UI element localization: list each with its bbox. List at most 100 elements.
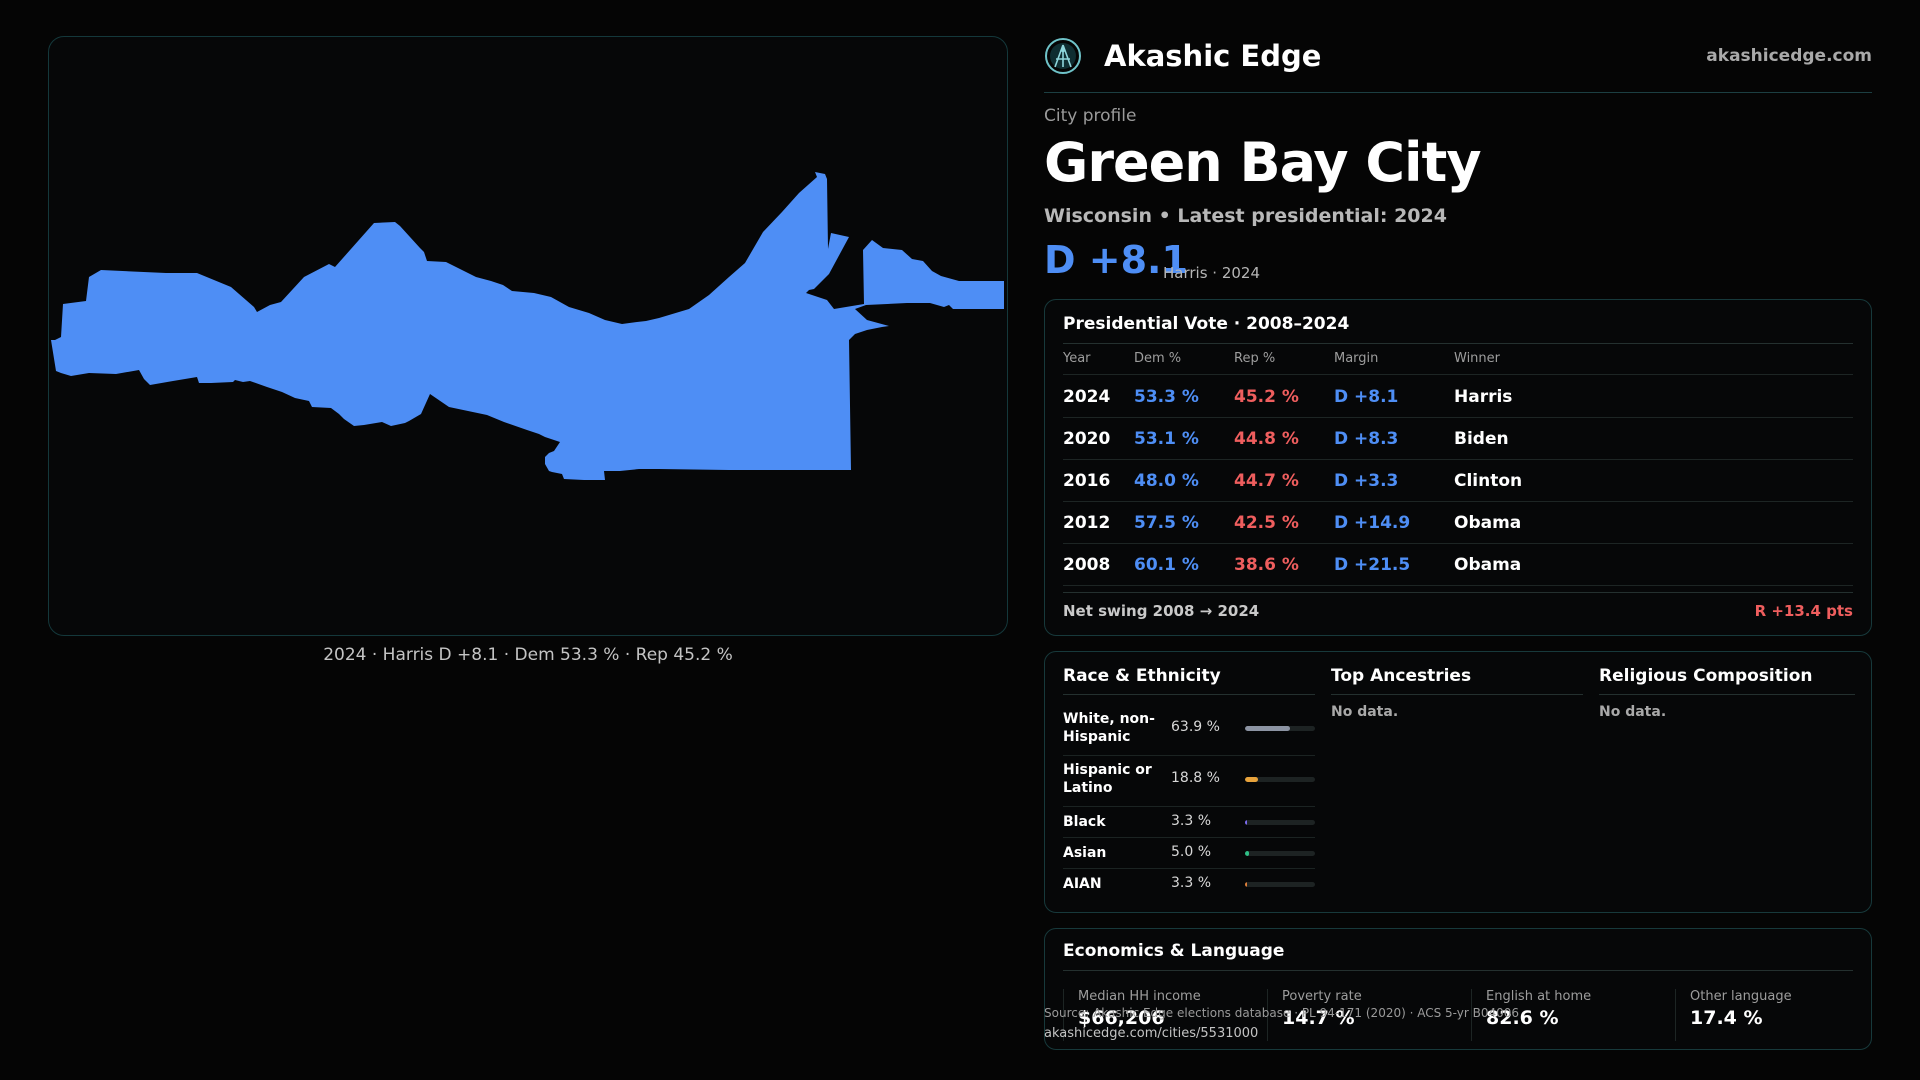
race-bar-fill (1245, 882, 1248, 887)
city-boundary-shape (51, 172, 1004, 480)
race-ethnicity-title: Race & Ethnicity (1063, 666, 1221, 686)
brand-url-link[interactable]: akashicedge.com (1706, 46, 1872, 66)
race-label: AIAN (1063, 876, 1102, 892)
table-row: 2008 60.1 % 38.6 % D +21.5 Obama (1063, 544, 1853, 586)
race-label: Asian (1063, 845, 1107, 861)
column-header-rep: Rep % (1234, 351, 1276, 366)
religious-composition-title: Religious Composition (1599, 666, 1813, 686)
akashic-edge-logo-icon[interactable] (1044, 37, 1082, 75)
latest-margin-note: Harris · 2024 (1163, 264, 1261, 282)
row-margin: D +3.3 (1334, 471, 1399, 491)
presidential-vote-title: Presidential Vote · 2008–2024 (1063, 314, 1350, 334)
row-dem-pct: 57.5 % (1134, 513, 1199, 533)
row-rep-pct: 38.6 % (1234, 555, 1299, 575)
list-item: Hispanic or Latino 18.8 % (1063, 756, 1315, 807)
divider (1331, 694, 1583, 695)
race-percent: 5.0 % (1171, 844, 1212, 860)
row-year: 2024 (1063, 387, 1111, 407)
ancestries-empty-text: No data. (1331, 704, 1399, 720)
row-winner: Obama (1454, 555, 1522, 575)
site-header: Akashic Edge akashicedge.com (1044, 36, 1872, 93)
table-row: 2024 53.3 % 45.2 % D +8.1 Harris (1063, 376, 1853, 418)
column-header-margin: Margin (1334, 351, 1379, 366)
table-row: 2016 48.0 % 44.7 % D +3.3 Clinton (1063, 460, 1853, 502)
stat-label: Other language (1690, 989, 1792, 1004)
race-bar-fill (1245, 726, 1290, 731)
row-margin: D +8.1 (1334, 387, 1399, 407)
stat-value: 17.4 % (1690, 1007, 1763, 1029)
column-header-year: Year (1063, 351, 1091, 366)
row-winner: Harris (1454, 387, 1513, 407)
row-rep-pct: 44.8 % (1234, 429, 1299, 449)
presidential-table-body: 2024 53.3 % 45.2 % D +8.1 Harris 2020 53… (1063, 376, 1853, 586)
demographics-card: Race & Ethnicity White, non-Hispanic 63.… (1044, 651, 1872, 913)
row-dem-pct: 48.0 % (1134, 471, 1199, 491)
profile-label: City profile (1044, 106, 1137, 126)
race-list: White, non-Hispanic 63.9 % Hispanic or L… (1063, 705, 1315, 900)
row-rep-pct: 45.2 % (1234, 387, 1299, 407)
brand-name[interactable]: Akashic Edge (1104, 39, 1322, 73)
source-url-link[interactable]: akashicedge.com/cities/5531000 (1044, 1026, 1259, 1041)
divider (1063, 694, 1315, 695)
divider (1063, 970, 1853, 971)
top-ancestries-title: Top Ancestries (1331, 666, 1472, 686)
divider (1063, 592, 1853, 593)
table-row: 2020 53.1 % 44.8 % D +8.3 Biden (1063, 418, 1853, 460)
stat-label: English at home (1486, 989, 1592, 1004)
stat-value: 82.6 % (1486, 1007, 1559, 1029)
race-bar-fill (1245, 777, 1259, 782)
net-swing-value: R +13.4 pts (1754, 602, 1853, 620)
stat-value: 14.7 % (1282, 1007, 1355, 1029)
row-year: 2020 (1063, 429, 1111, 449)
row-winner: Obama (1454, 513, 1522, 533)
row-winner: Biden (1454, 429, 1509, 449)
race-label: White, non-Hispanic (1063, 711, 1155, 745)
row-year: 2012 (1063, 513, 1111, 533)
stat-english-at-home: English at home 82.6 % (1471, 989, 1675, 1041)
column-header-dem: Dem % (1134, 351, 1182, 366)
stat-median-hh-income: Median HH income $66,206 (1063, 989, 1267, 1041)
row-year: 2016 (1063, 471, 1111, 491)
stat-label: Median HH income (1078, 989, 1201, 1004)
row-dem-pct: 53.3 % (1134, 387, 1199, 407)
source-note: Source: Akashic Edge elections database … (1044, 1006, 1520, 1020)
row-year: 2008 (1063, 555, 1111, 575)
list-item: Black 3.3 % (1063, 807, 1315, 838)
race-bar-fill (1245, 820, 1248, 825)
race-bar (1245, 820, 1315, 825)
row-margin: D +21.5 (1334, 555, 1411, 575)
race-label: Hispanic or Latino (1063, 762, 1152, 796)
stat-value: $66,206 (1078, 1007, 1165, 1029)
race-percent: 3.3 % (1171, 813, 1212, 829)
race-bar (1245, 851, 1315, 856)
row-dem-pct: 60.1 % (1134, 555, 1199, 575)
divider (1599, 694, 1855, 695)
race-bar-fill (1245, 851, 1249, 856)
row-winner: Clinton (1454, 471, 1523, 491)
race-percent: 18.8 % (1171, 770, 1220, 786)
page-title: Green Bay City (1044, 131, 1482, 194)
row-margin: D +8.3 (1334, 429, 1399, 449)
list-item: Asian 5.0 % (1063, 838, 1315, 869)
divider (1063, 343, 1853, 344)
table-row: 2012 57.5 % 42.5 % D +14.9 Obama (1063, 502, 1853, 544)
economics-language-card: Economics & Language Median HH income $6… (1044, 928, 1872, 1050)
religious-composition-section: Religious Composition No data. (1599, 652, 1855, 912)
race-ethnicity-section: Race & Ethnicity White, non-Hispanic 63.… (1063, 652, 1315, 912)
stat-label: Poverty rate (1282, 989, 1362, 1004)
map-caption: 2024 · Harris D +8.1 · Dem 53.3 % · Rep … (323, 645, 733, 665)
list-item: White, non-Hispanic 63.9 % (1063, 705, 1315, 756)
race-bar (1245, 777, 1315, 782)
row-rep-pct: 44.7 % (1234, 471, 1299, 491)
top-ancestries-section: Top Ancestries No data. (1331, 652, 1583, 912)
city-boundary-polygon (51, 172, 1004, 480)
stat-other-language: Other language 17.4 % (1675, 989, 1879, 1041)
city-boundary-map[interactable] (48, 36, 1008, 636)
race-percent: 63.9 % (1171, 719, 1220, 735)
presidential-vote-card: Presidential Vote · 2008–2024 Year Dem %… (1044, 299, 1872, 636)
religion-empty-text: No data. (1599, 704, 1667, 720)
stat-poverty-rate: Poverty rate 14.7 % (1267, 989, 1471, 1041)
race-bar (1245, 726, 1315, 731)
city-subtitle: Wisconsin • Latest presidential: 2024 (1044, 205, 1447, 227)
row-margin: D +14.9 (1334, 513, 1411, 533)
